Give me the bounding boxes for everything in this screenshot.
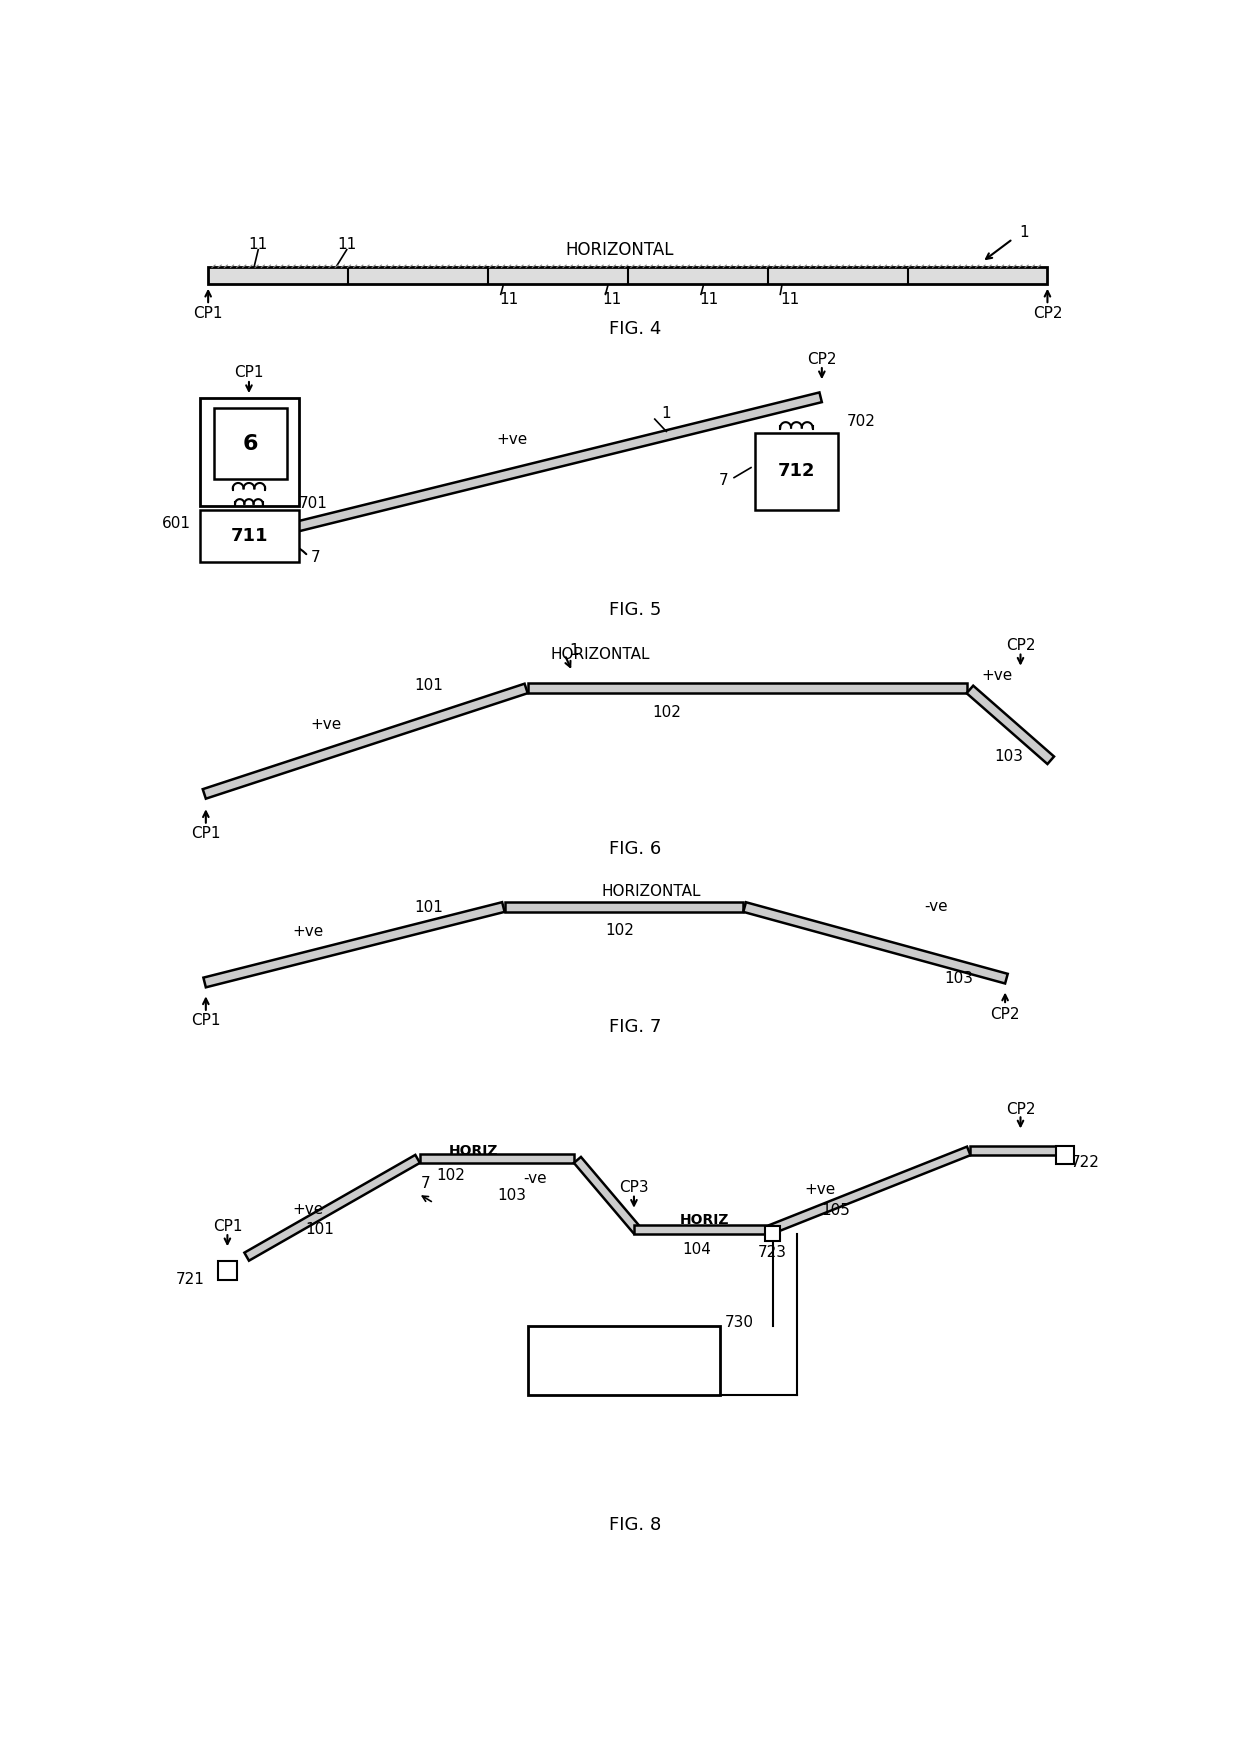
Text: FIG. 6: FIG. 6: [609, 840, 662, 858]
Polygon shape: [505, 901, 743, 912]
Text: 6: 6: [242, 433, 258, 454]
Text: 7: 7: [311, 550, 321, 566]
Bar: [765, 1226, 780, 1242]
Bar: [201, 398, 299, 507]
Polygon shape: [528, 683, 967, 694]
Text: 101: 101: [414, 678, 444, 694]
Text: 1: 1: [1019, 225, 1029, 241]
Text: 11: 11: [780, 292, 799, 307]
Text: FIG. 4: FIG. 4: [609, 320, 662, 337]
Polygon shape: [769, 1146, 971, 1233]
Text: 101: 101: [414, 900, 444, 915]
Text: 103: 103: [945, 971, 973, 985]
Bar: [208, 267, 1048, 285]
Text: 11: 11: [337, 238, 356, 252]
Text: CP1: CP1: [191, 826, 221, 840]
Polygon shape: [634, 1225, 773, 1233]
Text: CP2: CP2: [1006, 1102, 1035, 1116]
Text: 11: 11: [498, 292, 518, 307]
Polygon shape: [252, 393, 822, 542]
Text: +ve: +ve: [982, 667, 1013, 683]
Text: 711: 711: [231, 528, 269, 545]
Text: CP3: CP3: [619, 1179, 649, 1195]
Polygon shape: [244, 1155, 420, 1261]
Polygon shape: [420, 1153, 574, 1164]
Text: 723: 723: [758, 1246, 787, 1261]
Text: CP2: CP2: [807, 353, 837, 367]
Text: 11: 11: [248, 238, 268, 252]
Text: 102: 102: [436, 1169, 465, 1183]
Text: CP1: CP1: [234, 365, 264, 381]
Text: 702: 702: [847, 414, 877, 430]
Text: CP2: CP2: [1006, 638, 1035, 653]
Text: 730: 730: [725, 1315, 754, 1329]
Text: FIG. 5: FIG. 5: [609, 601, 662, 618]
Text: HORIZ: HORIZ: [680, 1212, 729, 1226]
Bar: [218, 1261, 237, 1281]
Text: POWER SUPPLY: POWER SUPPLY: [558, 1350, 691, 1366]
Text: HORIZONTAL: HORIZONTAL: [601, 884, 701, 898]
Text: 701: 701: [299, 496, 327, 512]
Text: 104: 104: [683, 1242, 712, 1256]
Text: 722: 722: [1070, 1155, 1100, 1170]
Text: 11: 11: [603, 292, 622, 307]
Polygon shape: [574, 1157, 641, 1233]
Text: 712: 712: [777, 463, 815, 480]
Text: CP2: CP2: [991, 1006, 1019, 1022]
Text: 105: 105: [821, 1204, 851, 1218]
Text: +ve: +ve: [497, 432, 528, 447]
Text: +ve: +ve: [293, 1202, 324, 1216]
Text: CP1: CP1: [193, 306, 223, 321]
Text: +ve: +ve: [310, 716, 341, 732]
Text: 1: 1: [569, 643, 579, 657]
Polygon shape: [967, 685, 1054, 763]
Bar: [213, 409, 286, 479]
Text: 721: 721: [175, 1272, 205, 1288]
Polygon shape: [743, 901, 1008, 984]
Text: CHARGING: CHARGING: [579, 1333, 670, 1347]
Bar: [201, 510, 299, 563]
Text: CP2: CP2: [1033, 306, 1063, 321]
Text: CP1: CP1: [191, 1013, 221, 1027]
Polygon shape: [203, 901, 505, 987]
Text: 103: 103: [497, 1188, 527, 1202]
Bar: [755, 433, 838, 510]
Text: 7: 7: [422, 1176, 430, 1191]
Bar: [1056, 1146, 1074, 1165]
Text: CP1: CP1: [212, 1219, 242, 1233]
Polygon shape: [971, 1146, 1065, 1155]
Text: FIG. 7: FIG. 7: [609, 1019, 662, 1036]
Text: HORIZONTAL: HORIZONTAL: [551, 646, 650, 662]
Text: FIG. 8: FIG. 8: [609, 1516, 662, 1534]
Text: HORIZONTAL: HORIZONTAL: [565, 241, 675, 259]
Text: 102: 102: [652, 706, 681, 720]
Text: 102: 102: [605, 922, 635, 938]
Text: +ve: +ve: [293, 924, 324, 940]
Polygon shape: [202, 683, 528, 798]
Text: 103: 103: [994, 749, 1023, 763]
Text: HORIZ: HORIZ: [449, 1144, 498, 1158]
Text: 7: 7: [719, 473, 729, 487]
Text: +ve: +ve: [805, 1181, 836, 1197]
Text: 601: 601: [162, 517, 191, 531]
Bar: [528, 1326, 720, 1396]
Text: -ve: -ve: [924, 900, 947, 914]
Text: 101: 101: [305, 1223, 335, 1237]
Text: -ve: -ve: [523, 1170, 547, 1186]
Text: 11: 11: [699, 292, 718, 307]
Text: 1: 1: [661, 407, 671, 421]
